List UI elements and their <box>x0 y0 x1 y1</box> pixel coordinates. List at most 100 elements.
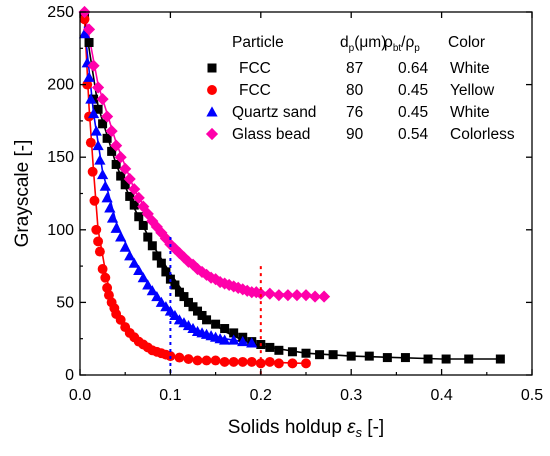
data-point-series-0-10 <box>125 191 135 201</box>
data-point-series-2-18 <box>133 264 145 275</box>
data-point-series-2-11 <box>104 202 116 213</box>
data-point-series-3-9 <box>119 162 132 175</box>
data-point-series-3-46 <box>318 290 331 303</box>
data-point-series-2-17 <box>128 257 140 268</box>
data-point-series-1-16 <box>115 314 126 325</box>
data-point-series-1-39 <box>273 358 284 369</box>
ticks-layer: 0.0 0.1 0.2 0.3 0.4 0.5 0 50 100 150 200 250 <box>47 4 543 404</box>
data-point-series-3-7 <box>110 139 123 152</box>
data-point-series-0-24 <box>188 302 198 312</box>
data-point-series-1-6 <box>91 224 102 235</box>
data-point-series-0-37 <box>301 348 311 358</box>
data-point-series-2-6 <box>92 139 104 151</box>
legend-header-dp-part-0: d <box>340 34 349 51</box>
data-point-series-1-37 <box>255 358 266 369</box>
data-point-series-0-34 <box>265 342 275 352</box>
data-point-series-2-12 <box>106 212 119 223</box>
data-point-series-2-3 <box>85 93 97 104</box>
data-point-series-1-3 <box>85 137 96 148</box>
legend-header-dp-part-2: (μm) <box>354 34 386 51</box>
data-point-series-3-40 <box>263 287 276 300</box>
data-point-series-2-16 <box>124 250 136 261</box>
data-point-series-0-38 <box>315 350 325 360</box>
data-point-series-0-22 <box>179 292 189 302</box>
legend-color-series-1: Yellow <box>450 82 495 99</box>
fit-curve-series-0 <box>83 19 501 360</box>
legend-header-density-ratio: ρbt/ρp <box>384 34 420 54</box>
data-point-series-0-3 <box>93 104 103 114</box>
data-point-series-3-11 <box>128 183 141 196</box>
x-axis-title-subscript: s <box>356 425 363 440</box>
data-point-series-1-8 <box>94 246 105 257</box>
data-point-series-1-0 <box>79 14 90 25</box>
data-point-series-3-4 <box>96 93 109 106</box>
data-point-series-0-17 <box>156 258 166 268</box>
data-point-series-2-19 <box>137 272 149 283</box>
data-point-series-1-33 <box>219 356 230 367</box>
data-point-series-3-12 <box>132 191 145 204</box>
data-point-series-3-42 <box>281 289 294 302</box>
data-point-series-0-35 <box>274 345 284 355</box>
legend-name-series-3: Glass bead <box>232 126 310 143</box>
legend-name-series-0: FCC <box>239 60 271 77</box>
x-tick-label-3: 0.3 <box>340 387 362 404</box>
data-point-series-0-42 <box>382 353 392 363</box>
data-point-series-2-14 <box>115 231 127 242</box>
data-point-series-3-41 <box>272 289 285 302</box>
data-point-series-0-39 <box>328 350 338 360</box>
x-tick-label-1: 0.1 <box>159 387 181 404</box>
legend-header-rho-part-2: /ρ <box>401 34 414 51</box>
legend-color-series-0: White <box>450 60 490 77</box>
data-point-series-2-22 <box>151 290 163 302</box>
data-point-series-2-40 <box>246 337 258 348</box>
legend-marker-series-2 <box>206 106 218 117</box>
data-point-series-2-0 <box>78 28 91 39</box>
legend-rho-series-1: 0.45 <box>398 82 428 99</box>
data-point-series-1-29 <box>183 354 194 364</box>
x-tick-label-5: 0.5 <box>521 387 543 404</box>
data-point-series-2-21 <box>146 285 158 296</box>
data-point-series-1-38 <box>264 356 275 367</box>
data-point-series-2-10 <box>101 192 113 203</box>
data-point-series-3-5 <box>101 110 114 123</box>
x-axis-title-symbol: ε <box>347 417 356 438</box>
data-point-series-2-9 <box>99 180 111 191</box>
data-point-series-0-25 <box>193 306 203 316</box>
x-tick-label-4: 0.4 <box>430 387 452 404</box>
legend-name-series-1: FCC <box>239 82 271 99</box>
legend-header-dp-part-1: p <box>349 43 355 54</box>
data-point-series-2-8 <box>96 168 109 180</box>
data-point-series-0-41 <box>364 351 374 361</box>
legend-dp-series-2: 76 <box>346 104 363 121</box>
data-point-series-0-13 <box>138 220 148 230</box>
legend-header-rho-part-0: ρ <box>384 34 393 51</box>
data-point-series-1-1 <box>82 79 93 90</box>
data-point-series-1-41 <box>301 358 311 369</box>
data-point-series-0-1 <box>84 37 94 47</box>
legend-dp-series-3: 90 <box>346 126 364 143</box>
reference-lines-layer <box>169 237 262 375</box>
data-point-series-0-43 <box>400 353 410 363</box>
data-point-series-3-10 <box>123 172 136 186</box>
data-point-series-1-9 <box>97 264 108 274</box>
data-point-series-0-5 <box>102 133 112 143</box>
x-axis-title: Solids holdup εs [-] <box>228 417 384 440</box>
data-point-series-1-28 <box>174 352 185 363</box>
data-point-series-0-20 <box>170 280 180 290</box>
y-tick-label-1: 50 <box>56 294 74 311</box>
data-point-series-2-39 <box>237 335 249 347</box>
data-point-series-2-38 <box>228 334 240 345</box>
y-tick-label-5: 250 <box>47 4 74 21</box>
x-axis-title-text: Solids holdup <box>228 417 347 438</box>
data-point-series-0-30 <box>229 328 239 338</box>
data-point-series-1-7 <box>93 236 104 247</box>
data-point-series-3-16 <box>150 220 163 233</box>
data-point-series-1-36 <box>246 356 257 367</box>
data-point-series-3-2 <box>87 59 100 72</box>
data-point-series-3-1 <box>82 23 96 36</box>
data-point-series-0-46 <box>464 354 474 364</box>
legend-name-series-2: Quartz sand <box>232 104 316 121</box>
data-point-series-3-13 <box>137 200 150 213</box>
y-tick-label-4: 200 <box>47 77 74 94</box>
